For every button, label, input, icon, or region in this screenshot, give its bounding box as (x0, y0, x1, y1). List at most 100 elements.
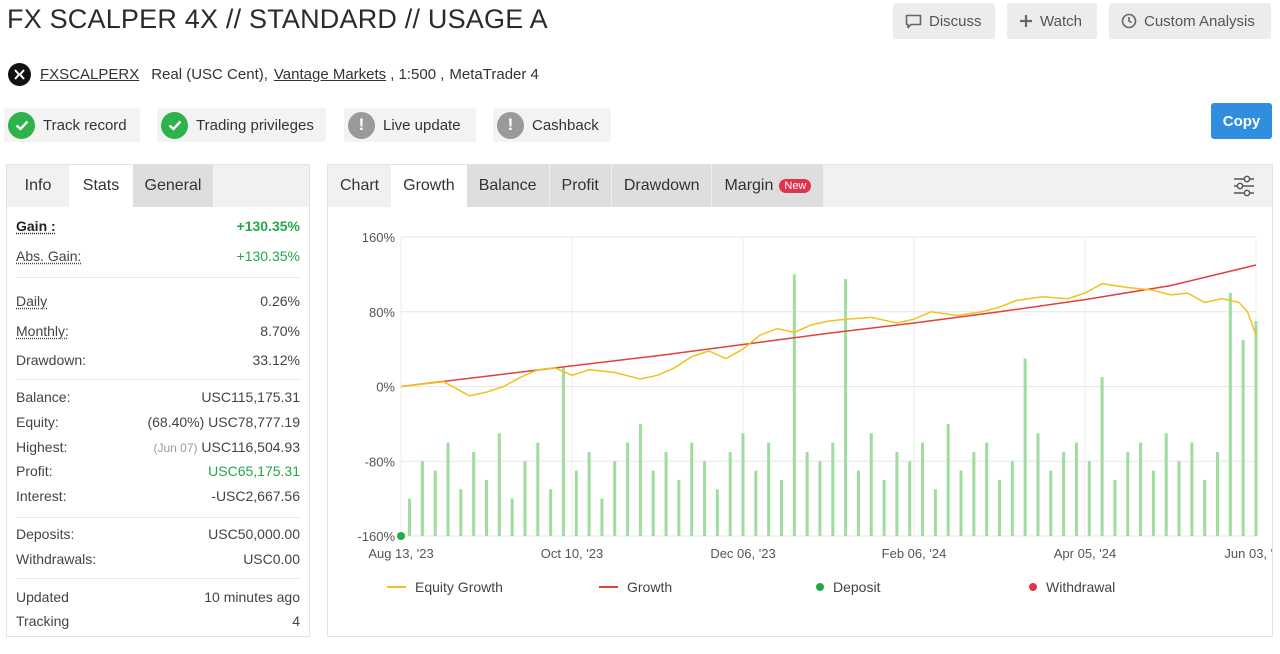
x-tick-label: Apr 05, '24 (1054, 546, 1116, 561)
tab-margin-label: Margin (724, 177, 774, 194)
stat-daily: Daily 0.26% (16, 290, 300, 312)
stat-drawdown: Drawdown: 33.12% (16, 349, 300, 371)
broker-link[interactable]: Vantage Markets (273, 65, 387, 83)
profit-bar (1074, 442, 1078, 536)
stats-tabs: Info Stats General (7, 165, 309, 207)
stat-value: USC50,000.00 (208, 526, 300, 542)
fxscalperx-logo-icon (8, 62, 31, 86)
stat-label[interactable]: Gain : (16, 218, 56, 234)
legend-label: Equity Growth (415, 579, 503, 595)
profit-bar (1062, 451, 1066, 536)
profit-bar (1177, 461, 1181, 536)
profit-bar (728, 451, 732, 536)
page-title: FX SCALPER 4X // STANDARD // USAGE A (7, 4, 548, 34)
badge-label: Trading privileges (196, 116, 314, 134)
custom-analysis-button[interactable]: Custom Analysis (1109, 3, 1271, 39)
watch-button[interactable]: Watch (1007, 3, 1097, 39)
chart-tabs: Chart Growth Balance Profit Drawdown Mar… (328, 165, 1272, 207)
stat-value: USC65,175.31 (208, 463, 300, 479)
stat-value: -USC2,667.56 (211, 488, 300, 504)
profit-bar (664, 451, 668, 536)
legend-label: Deposit (833, 579, 881, 595)
stat-value: +130.35% (236, 248, 300, 264)
stats-panel: Info Stats General Gain : +130.35% Abs. … (6, 164, 310, 637)
stat-gain: Gain : +130.35% (16, 215, 300, 237)
profit-bar (741, 433, 745, 536)
profit-bar (985, 442, 989, 536)
tab-profit[interactable]: Profit (549, 165, 611, 207)
profit-bar (818, 461, 822, 536)
legend-equity-growth[interactable]: Equity Growth (387, 579, 503, 595)
profit-bar (472, 451, 476, 536)
y-tick-label: -80% (365, 454, 396, 469)
profit-bar (703, 461, 707, 536)
legend-withdrawal[interactable]: Withdrawal (1029, 579, 1115, 595)
stat-label[interactable]: Daily (16, 293, 48, 309)
divider (16, 277, 300, 278)
badge-cashback[interactable]: ! Cashback (493, 108, 611, 142)
account-name-link[interactable]: FXSCALPERX (40, 65, 140, 83)
profit-bar (921, 442, 925, 536)
stat-label: Highest: (16, 439, 68, 455)
profit-bar (574, 470, 578, 536)
legend-label: Growth (627, 579, 673, 595)
legend-deposit[interactable]: Deposit (816, 579, 880, 595)
tab-general[interactable]: General (133, 165, 213, 207)
tab-stats[interactable]: Stats (69, 165, 133, 207)
profit-bar (882, 479, 886, 536)
profit-bar (677, 479, 681, 536)
growth-chart: 160% 80% 0% -80% -160% Aug 13, '23 Oct 10, '23… (357, 230, 1272, 561)
stat-label: Updated (16, 589, 69, 605)
stat-value: USC0.00 (243, 551, 300, 567)
stat-updated: Updated 10 minutes ago (16, 586, 300, 608)
x-tick-label: Oct 10, '23 (541, 546, 603, 561)
tab-balance[interactable]: Balance (466, 165, 549, 207)
legend-dot-marker (816, 583, 824, 591)
stat-label[interactable]: Monthly: (16, 323, 69, 339)
plus-icon (1019, 14, 1033, 28)
profit-bar (485, 479, 488, 536)
profit-bar (1203, 479, 1207, 536)
profit-bar (600, 498, 604, 536)
tab-drawdown[interactable]: Drawdown (611, 165, 712, 207)
badge-trading-privileges[interactable]: Trading privileges (157, 108, 326, 142)
profit-bar (1190, 442, 1194, 536)
profit-bar (459, 489, 463, 536)
x-tick-label: Jun 03, '24 (1224, 546, 1272, 561)
x-tick-label: Aug 13, '23 (368, 546, 433, 561)
profit-bar (972, 451, 976, 536)
copy-button[interactable]: Copy (1211, 103, 1272, 139)
stat-label: Equity: (16, 414, 59, 430)
profit-bar (549, 489, 553, 536)
stat-value: +130.35% (236, 218, 300, 234)
stat-label[interactable]: Abs. Gain: (16, 248, 82, 264)
sliders-icon[interactable] (1232, 174, 1256, 203)
profit-bar (792, 274, 796, 536)
profit-bar (613, 461, 617, 536)
tab-chart[interactable]: Chart (340, 177, 380, 194)
profit-bar (561, 367, 565, 536)
tab-growth[interactable]: Growth (391, 165, 467, 207)
chart-panel: Chart Growth Balance Profit Drawdown Mar… (327, 164, 1273, 637)
badge-live-update[interactable]: ! Live update (344, 108, 476, 142)
stat-equity: Equity: (68.40%) USC78,777.19 (16, 411, 300, 433)
stat-label: Balance: (16, 389, 71, 405)
y-tick-label: 80% (369, 305, 395, 320)
profit-bar (831, 442, 835, 536)
legend-growth[interactable]: Growth (599, 579, 672, 595)
profit-bar (869, 433, 873, 536)
tab-info[interactable]: Info (24, 177, 52, 194)
profit-bar (1216, 451, 1220, 536)
profit-bar (754, 470, 758, 536)
discuss-button[interactable]: Discuss (893, 3, 995, 39)
custom-analysis-label: Custom Analysis (1144, 12, 1255, 30)
tab-margin[interactable]: Margin New (712, 165, 824, 207)
chat-icon (905, 14, 922, 29)
badge-track-record[interactable]: Track record (4, 108, 140, 142)
profit-bar (844, 279, 848, 536)
equity-growth-line (400, 282, 1257, 397)
profit-bar (895, 451, 899, 536)
profit-bar (446, 442, 450, 536)
watch-label: Watch (1040, 12, 1082, 30)
divider (16, 578, 300, 579)
